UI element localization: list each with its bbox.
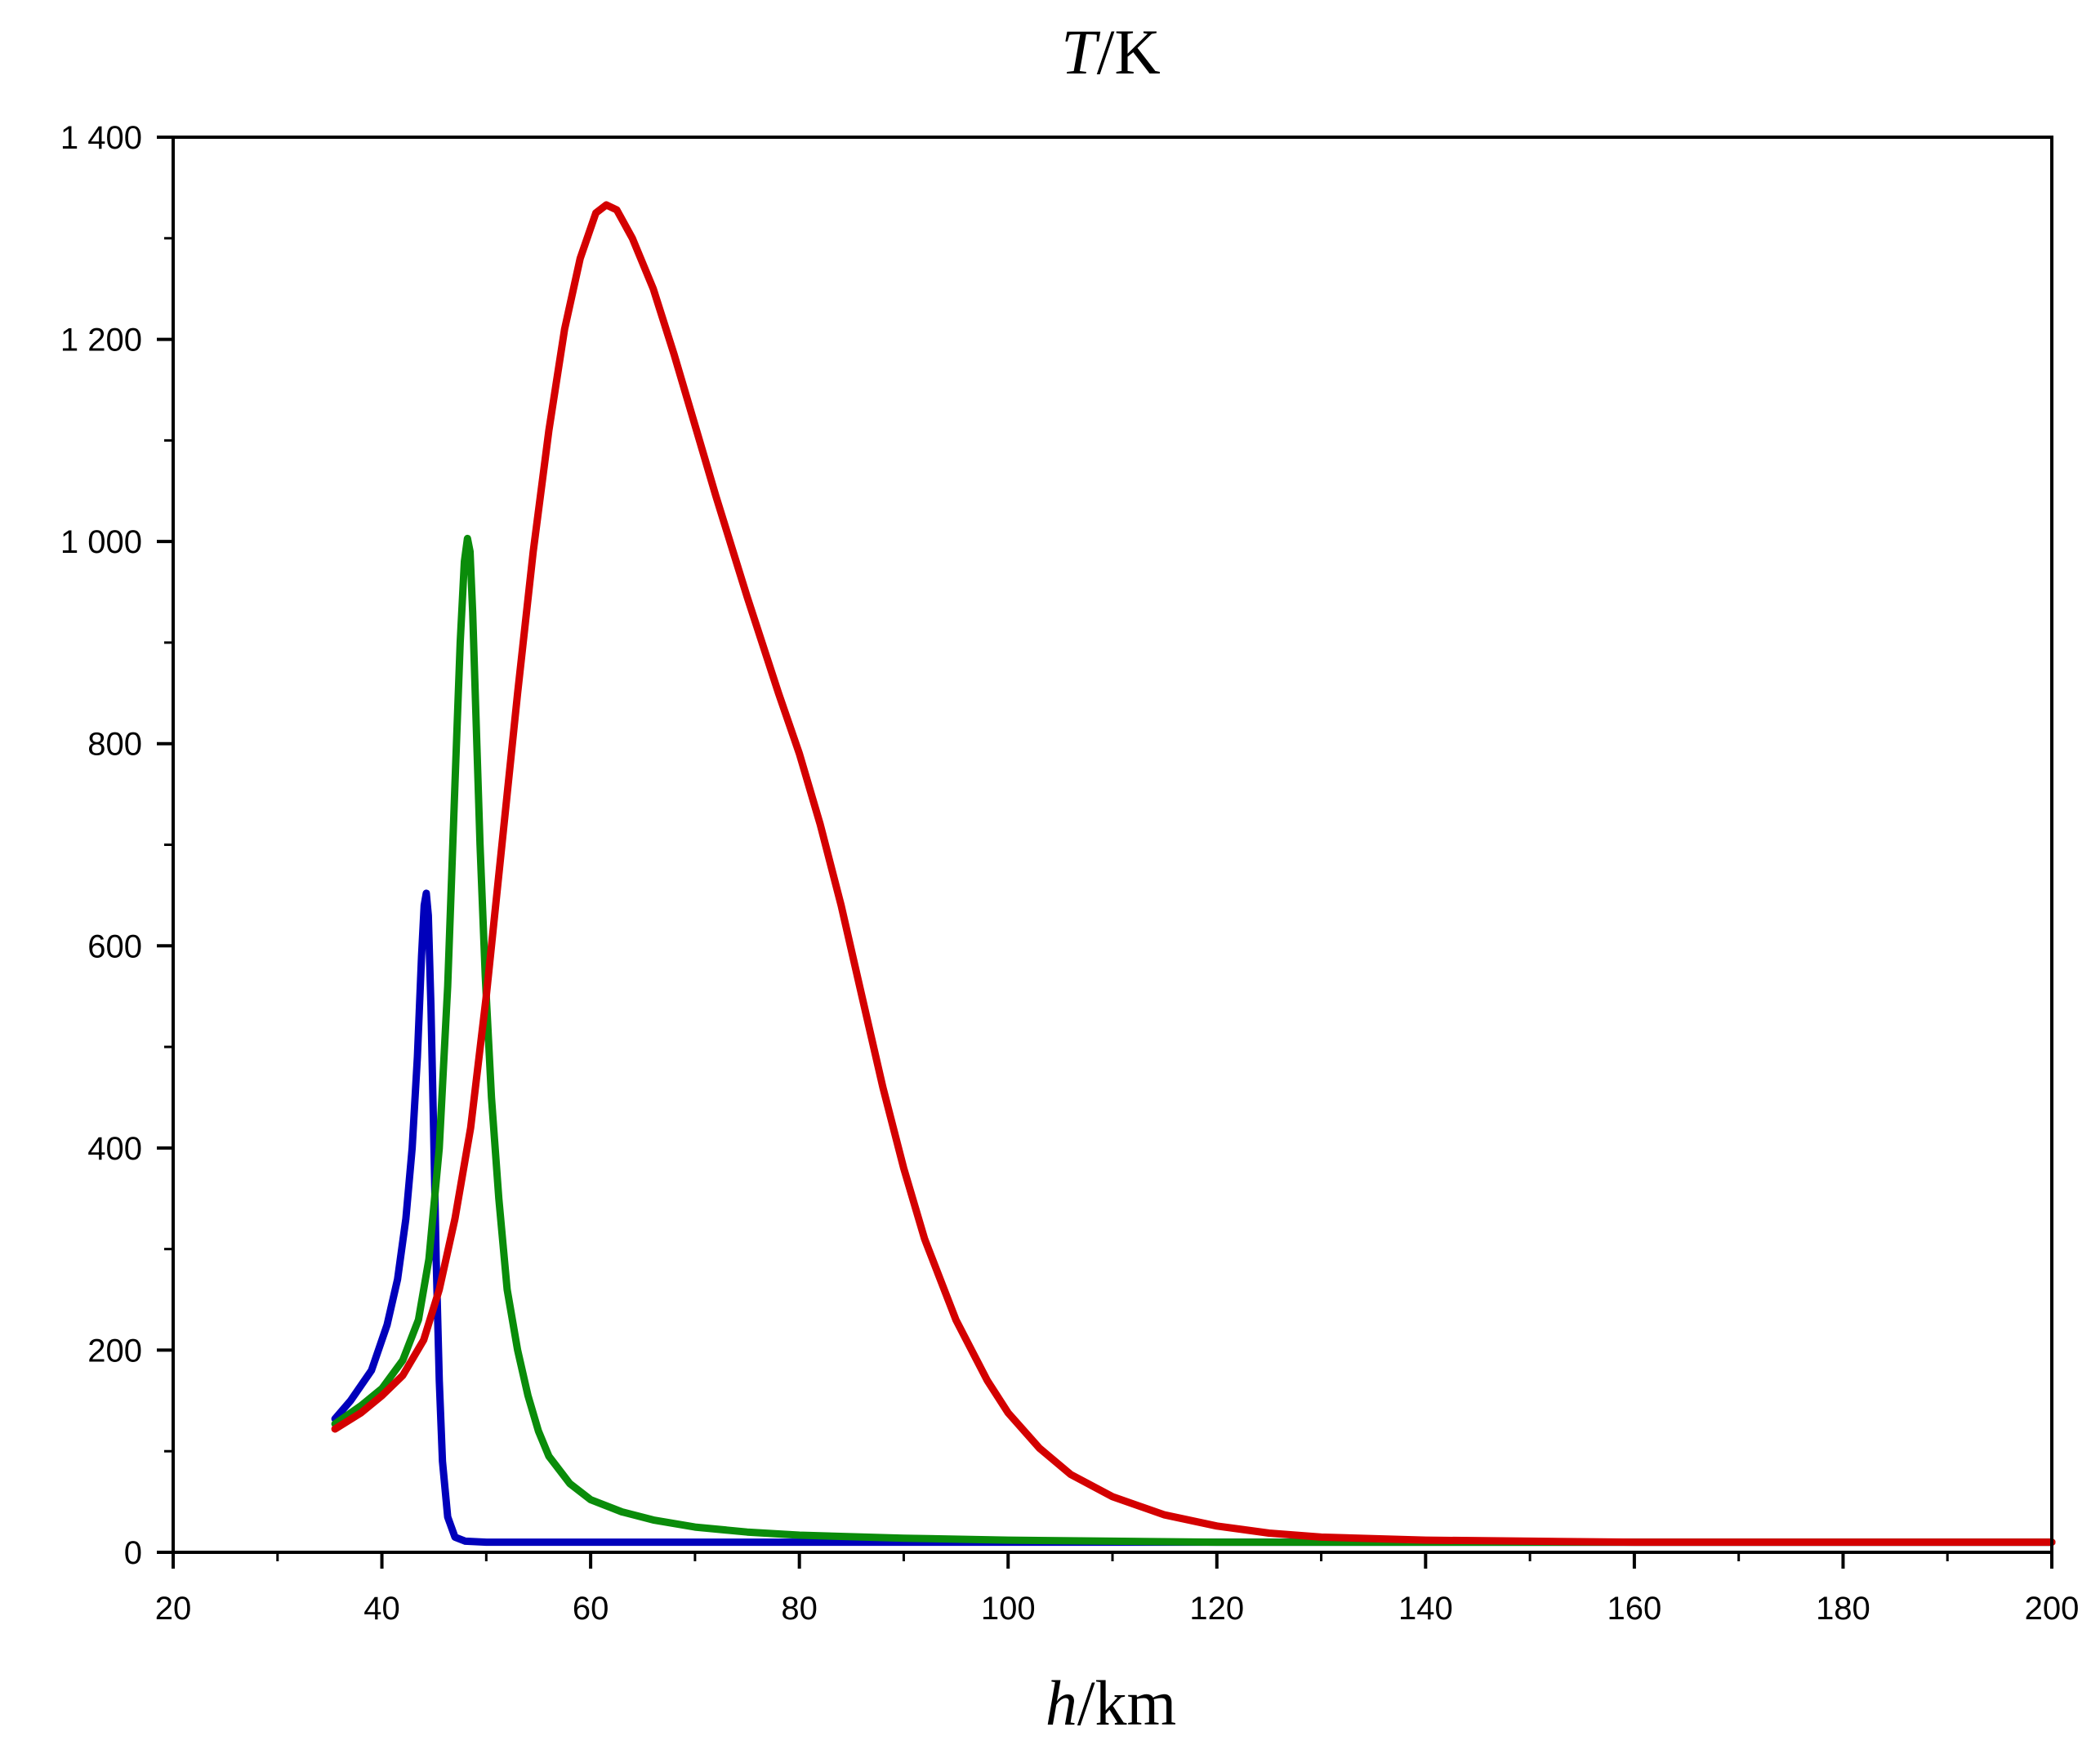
x-tick-label: 140 (1398, 1591, 1453, 1627)
x-tick-label: 60 (573, 1591, 609, 1627)
y-tick-label: 1 000 (60, 524, 142, 560)
x-axis-title: h/km (1046, 1667, 1176, 1738)
y-tick-label: 1 400 (60, 120, 142, 156)
series-line-blue (331, 889, 2056, 1547)
y-tick-label: 1 200 (60, 323, 142, 358)
series-line-red (331, 201, 2056, 1547)
plot-frame (172, 136, 2053, 1554)
chart-title-unit: /K (1097, 16, 1161, 87)
x-tick-label: 120 (1189, 1591, 1244, 1627)
x-tick-label: 40 (363, 1591, 400, 1627)
chart-title: T/K (1061, 16, 1160, 87)
y-tick-label: 600 (87, 928, 142, 964)
series-layer (331, 201, 2056, 1547)
chart-title-var: T (1061, 16, 1100, 87)
y-tick-label: 200 (87, 1333, 142, 1369)
x-axis-title-var: h (1046, 1667, 1077, 1738)
x-tick-label: 200 (2025, 1591, 2080, 1627)
y-tick-label: 800 (87, 727, 142, 763)
y-tick-label: 0 (124, 1535, 142, 1571)
x-axis-ticks: 20 40 60 80 100 120 140 160 180 200 (155, 1552, 2080, 1627)
x-tick-label: 80 (781, 1591, 818, 1627)
x-tick-label: 20 (155, 1591, 192, 1627)
x-tick-label: 100 (981, 1591, 1036, 1627)
y-tick-label: 400 (87, 1131, 142, 1167)
x-axis-title-unit: /km (1077, 1667, 1176, 1738)
series-line-green (331, 534, 2056, 1547)
x-tick-label: 180 (1816, 1591, 1870, 1627)
minor-ticks (164, 237, 1949, 1561)
y-axis-ticks: 0 200 400 600 800 1 000 1 200 1 400 (60, 120, 173, 1571)
x-tick-label: 160 (1607, 1591, 1662, 1627)
